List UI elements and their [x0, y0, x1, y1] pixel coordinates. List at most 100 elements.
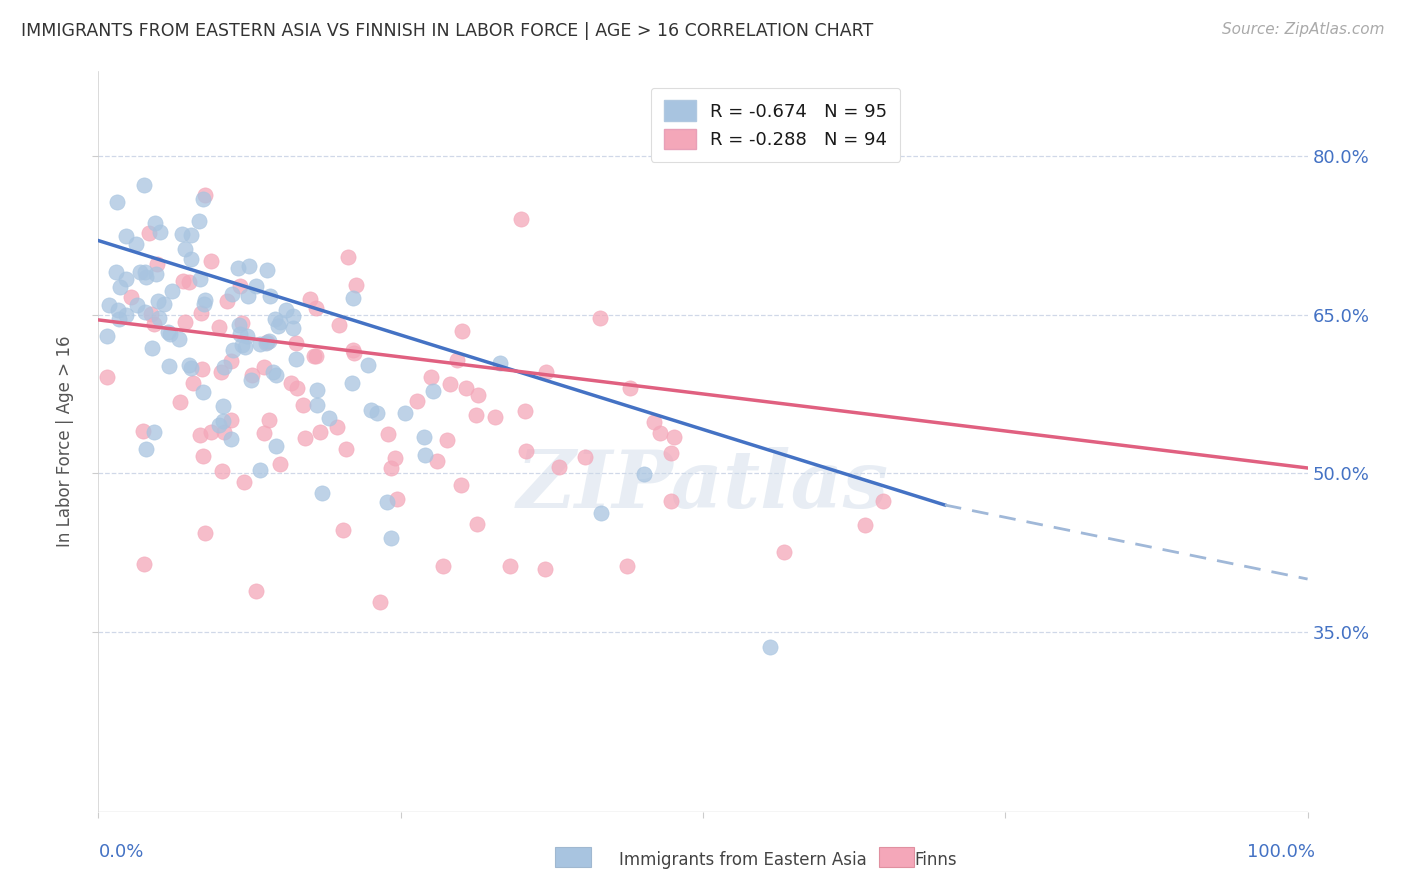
- Point: [135, 269, 157, 284]
- Point: [308, 425, 330, 440]
- Point: [212, 399, 235, 413]
- Point: [221, 287, 243, 301]
- Point: [588, 311, 610, 326]
- Point: [142, 317, 165, 331]
- Point: [773, 545, 796, 559]
- Point: [294, 431, 316, 445]
- Point: [281, 321, 304, 335]
- Point: [534, 562, 557, 576]
- Point: [153, 297, 176, 311]
- Point: [405, 394, 427, 409]
- Point: [257, 413, 280, 427]
- Point: [190, 306, 212, 320]
- Point: [426, 453, 449, 467]
- Point: [120, 291, 142, 305]
- Point: [311, 486, 333, 500]
- Point: [141, 341, 163, 355]
- Point: [200, 425, 222, 440]
- Point: [659, 445, 682, 459]
- Point: [156, 325, 179, 339]
- Point: [264, 439, 287, 453]
- Point: [219, 354, 242, 368]
- Point: [159, 327, 181, 342]
- Point: [340, 376, 363, 390]
- Point: [498, 558, 520, 573]
- Point: [135, 442, 157, 457]
- Point: [245, 584, 267, 599]
- Text: Source: ZipAtlas.com: Source: ZipAtlas.com: [1222, 22, 1385, 37]
- Point: [253, 360, 276, 375]
- Point: [187, 214, 209, 228]
- Point: [853, 517, 876, 532]
- Point: [169, 394, 191, 409]
- Point: [377, 426, 399, 441]
- Point: [212, 360, 235, 375]
- Point: [633, 467, 655, 481]
- Point: [380, 460, 402, 475]
- Point: [259, 288, 281, 302]
- Point: [513, 404, 536, 418]
- Point: [226, 261, 249, 276]
- Point: [325, 420, 347, 434]
- Y-axis label: In Labor Force | Age > 16: In Labor Force | Age > 16: [56, 335, 75, 548]
- Point: [145, 268, 167, 282]
- Point: [249, 337, 271, 351]
- Point: [368, 595, 391, 609]
- Point: [360, 402, 382, 417]
- Point: [212, 414, 235, 428]
- Point: [105, 194, 128, 209]
- Point: [332, 523, 354, 537]
- Point: [148, 311, 170, 326]
- Point: [346, 278, 368, 293]
- Point: [436, 433, 458, 447]
- Point: [132, 178, 155, 192]
- Point: [98, 298, 121, 312]
- Point: [173, 242, 195, 256]
- Point: [233, 340, 256, 354]
- Point: [619, 381, 641, 395]
- Point: [134, 305, 156, 319]
- Point: [591, 506, 613, 520]
- Point: [238, 259, 260, 273]
- Point: [193, 449, 215, 463]
- Point: [219, 432, 242, 446]
- Point: [280, 376, 302, 390]
- Point: [180, 227, 202, 242]
- Text: 0.0%: 0.0%: [98, 843, 143, 861]
- Point: [232, 475, 254, 490]
- Point: [616, 559, 638, 574]
- Point: [138, 227, 160, 241]
- Point: [143, 216, 166, 230]
- Point: [194, 187, 217, 202]
- Point: [236, 289, 259, 303]
- Point: [285, 381, 308, 395]
- Point: [305, 349, 328, 363]
- Point: [172, 227, 194, 241]
- Point: [104, 265, 127, 279]
- Point: [648, 425, 671, 440]
- Point: [263, 365, 285, 379]
- Point: [643, 415, 665, 429]
- Point: [384, 451, 406, 466]
- Text: ZIPatlas: ZIPatlas: [517, 447, 889, 524]
- Point: [146, 294, 169, 309]
- Point: [194, 293, 217, 307]
- Point: [214, 425, 236, 439]
- Point: [659, 494, 682, 508]
- Point: [439, 377, 461, 392]
- Point: [208, 417, 231, 432]
- Point: [534, 365, 557, 379]
- Legend: R = -0.674   N = 95, R = -0.288   N = 94: R = -0.674 N = 95, R = -0.288 N = 94: [651, 87, 900, 162]
- Text: Immigrants from Eastern Asia: Immigrants from Eastern Asia: [619, 851, 866, 869]
- Point: [191, 192, 214, 206]
- Point: [305, 301, 328, 315]
- Text: 100.0%: 100.0%: [1247, 843, 1315, 861]
- Point: [236, 329, 259, 343]
- Point: [298, 293, 321, 307]
- Point: [456, 381, 478, 395]
- Point: [385, 491, 408, 506]
- Point: [343, 345, 366, 359]
- Point: [208, 320, 231, 334]
- Text: IMMIGRANTS FROM EASTERN ASIA VS FINNISH IN LABOR FORCE | AGE > 16 CORRELATION CH: IMMIGRANTS FROM EASTERN ASIA VS FINNISH …: [21, 22, 873, 40]
- Text: Finns: Finns: [914, 851, 956, 869]
